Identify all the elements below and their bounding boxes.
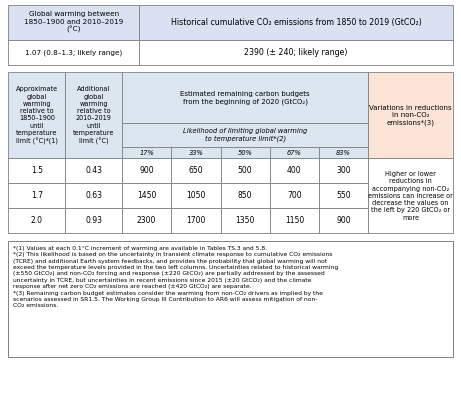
Text: 900: 900	[139, 166, 154, 175]
Text: 50%: 50%	[238, 150, 253, 155]
Bar	[122, 147, 171, 158]
Bar	[368, 72, 453, 158]
Text: 1350: 1350	[236, 216, 255, 225]
Bar	[122, 208, 171, 233]
Bar	[319, 184, 368, 208]
Bar	[220, 208, 270, 233]
Text: 500: 500	[238, 166, 253, 175]
Bar	[8, 184, 65, 208]
Text: 2.0: 2.0	[31, 216, 43, 225]
Text: 1050: 1050	[186, 191, 206, 200]
Text: 0.63: 0.63	[85, 191, 102, 200]
Text: 700: 700	[287, 191, 301, 200]
Text: Estimated remaining carbon budgets
from the beginning of 2020 (GtCO₂): Estimated remaining carbon budgets from …	[180, 91, 310, 105]
Bar	[65, 208, 122, 233]
Bar	[8, 158, 65, 184]
Bar	[139, 39, 453, 65]
Text: 850: 850	[238, 191, 253, 200]
Bar	[8, 241, 453, 357]
Text: 33%: 33%	[189, 150, 203, 155]
Bar	[171, 147, 220, 158]
Text: Higher or lower
reductions in
accompanying non-CO₂
emissions can increase or
dec: Higher or lower reductions in accompanyi…	[368, 171, 453, 221]
Text: Additional
global
warming
relative to
2010–2019
until
temperature
limit (°C): Additional global warming relative to 20…	[73, 86, 114, 144]
Bar	[171, 184, 220, 208]
Bar	[368, 158, 453, 233]
Bar	[8, 5, 139, 39]
Bar	[270, 208, 319, 233]
Bar	[220, 184, 270, 208]
Bar	[319, 208, 368, 233]
Text: 67%: 67%	[287, 150, 302, 155]
Text: 650: 650	[189, 166, 203, 175]
Bar	[8, 208, 65, 233]
Text: Variations in reductions
in non-CO₂
emissions*(3): Variations in reductions in non-CO₂ emis…	[369, 105, 452, 126]
Bar	[220, 147, 270, 158]
Text: 0.43: 0.43	[85, 166, 102, 175]
Text: 1.5: 1.5	[31, 166, 43, 175]
Text: 300: 300	[337, 166, 351, 175]
Text: 1.7: 1.7	[31, 191, 43, 200]
Text: Approximate
global
warming
relative to
1850–1900
until
temperature
limit (°C)*(1: Approximate global warming relative to 1…	[16, 86, 58, 144]
Text: 17%: 17%	[139, 150, 154, 155]
Bar	[122, 158, 171, 184]
Text: 2300: 2300	[137, 216, 156, 225]
Bar	[122, 184, 171, 208]
Bar	[171, 208, 220, 233]
Text: 1700: 1700	[186, 216, 206, 225]
Text: 1.07 (0.8–1.3; likely range): 1.07 (0.8–1.3; likely range)	[25, 49, 123, 56]
Text: 1450: 1450	[137, 191, 156, 200]
Text: 900: 900	[337, 216, 351, 225]
Bar	[270, 158, 319, 184]
Text: 550: 550	[337, 191, 351, 200]
Text: 2390 (± 240; likely range): 2390 (± 240; likely range)	[244, 48, 348, 57]
Bar	[220, 158, 270, 184]
Bar	[65, 184, 122, 208]
Bar	[65, 72, 122, 158]
Bar	[65, 158, 122, 184]
Text: Global warming between
1850–1900 and 2010–2019
(°C): Global warming between 1850–1900 and 201…	[24, 11, 124, 33]
Bar	[139, 5, 453, 39]
Text: 0.93: 0.93	[85, 216, 102, 225]
Text: *(1) Values at each 0.1°C increment of warming are available in Tables TS.3 and : *(1) Values at each 0.1°C increment of w…	[13, 246, 338, 309]
Bar	[122, 72, 368, 123]
Bar	[319, 158, 368, 184]
Bar	[8, 72, 65, 158]
Text: Historical cumulative CO₂ emissions from 1850 to 2019 (GtCO₂): Historical cumulative CO₂ emissions from…	[171, 18, 421, 27]
Bar	[8, 39, 139, 65]
Text: 83%: 83%	[336, 150, 351, 155]
Bar	[319, 147, 368, 158]
Text: Likelihood of limiting global warming
to temperature limit*(2): Likelihood of limiting global warming to…	[183, 128, 307, 142]
Text: 400: 400	[287, 166, 301, 175]
Bar	[270, 184, 319, 208]
Text: 1150: 1150	[285, 216, 304, 225]
Bar	[270, 147, 319, 158]
Bar	[122, 123, 368, 147]
Bar	[171, 158, 220, 184]
